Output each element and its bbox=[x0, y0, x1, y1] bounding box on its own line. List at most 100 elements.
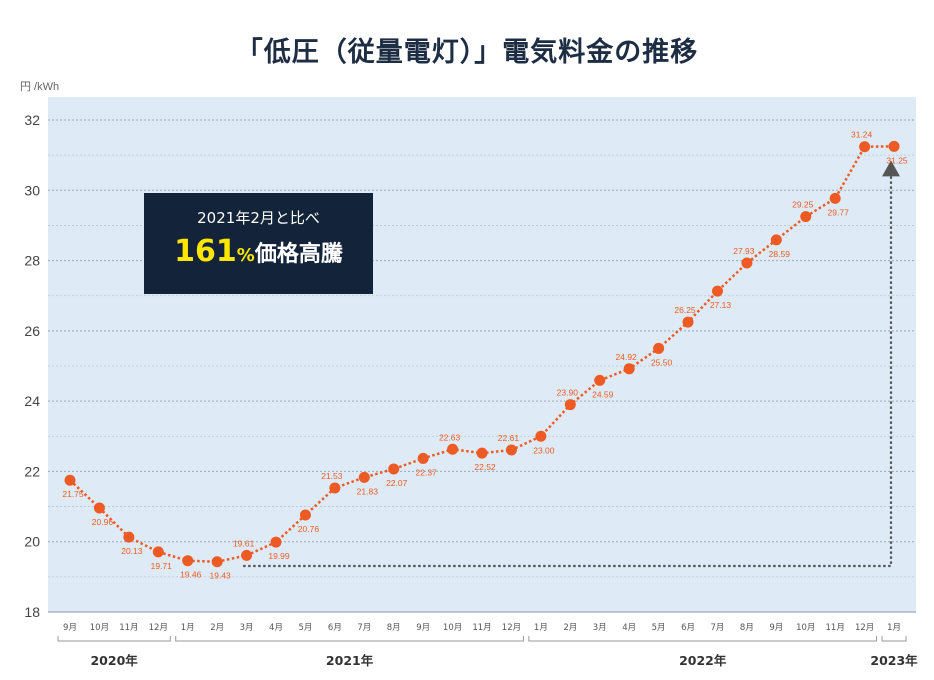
data-label: 22.07 bbox=[386, 478, 408, 488]
data-point bbox=[329, 482, 341, 494]
x-tick-label: 6月 bbox=[681, 623, 695, 633]
data-point bbox=[770, 234, 782, 246]
data-point bbox=[152, 546, 164, 558]
y-tick-label: 18 bbox=[24, 604, 40, 620]
year-label: 2022年 bbox=[679, 653, 727, 668]
x-tick-label: 2月 bbox=[563, 623, 577, 633]
year-bracket bbox=[57, 636, 171, 642]
data-point bbox=[564, 399, 576, 411]
data-label: 29.77 bbox=[828, 207, 850, 217]
data-label: 22.52 bbox=[474, 462, 496, 472]
callout-line1: 2021年2月と比べ bbox=[197, 209, 320, 227]
data-label: 19.46 bbox=[180, 570, 202, 580]
data-label: 27.13 bbox=[710, 300, 732, 310]
x-tick-label: 11月 bbox=[826, 623, 845, 633]
data-point bbox=[505, 444, 517, 456]
year-bracket bbox=[528, 636, 878, 642]
data-label: 28.59 bbox=[769, 249, 791, 259]
data-label: 21.53 bbox=[321, 471, 343, 481]
y-axis-unit: 円 /kWh bbox=[20, 81, 60, 93]
data-label: 20.96 bbox=[92, 517, 114, 527]
y-tick-label: 26 bbox=[24, 323, 40, 339]
data-label: 24.92 bbox=[616, 352, 638, 362]
data-label: 20.76 bbox=[298, 524, 320, 534]
data-point bbox=[829, 192, 841, 204]
callout-line2: 161%価格高騰 bbox=[144, 234, 373, 269]
data-point bbox=[241, 549, 253, 561]
y-tick-label: 30 bbox=[24, 182, 40, 198]
x-tick-label: 9月 bbox=[63, 623, 77, 633]
increase-arrow-head bbox=[882, 160, 900, 177]
data-label: 20.13 bbox=[121, 546, 143, 556]
x-tick-label: 5月 bbox=[652, 623, 666, 633]
data-label: 29.25 bbox=[792, 200, 814, 210]
data-label: 24.59 bbox=[592, 389, 614, 399]
data-point bbox=[653, 342, 665, 354]
data-label: 21.75 bbox=[62, 489, 84, 499]
data-point bbox=[93, 502, 105, 514]
data-point bbox=[888, 140, 900, 152]
data-point bbox=[741, 257, 753, 269]
x-tick-label: 1月 bbox=[181, 623, 195, 633]
x-tick-label: 1月 bbox=[534, 623, 548, 633]
data-point bbox=[447, 443, 459, 455]
data-label: 31.24 bbox=[851, 130, 873, 140]
data-label: 25.50 bbox=[651, 357, 673, 367]
data-point bbox=[711, 285, 723, 297]
x-tick-label: 8月 bbox=[387, 623, 401, 633]
data-point bbox=[800, 211, 812, 223]
data-point bbox=[535, 430, 547, 442]
x-tick-label: 9月 bbox=[416, 623, 430, 633]
chart-title: 「低圧（従量電灯）」電気料金の推移 bbox=[235, 37, 699, 68]
plot-background bbox=[48, 97, 916, 612]
year-bracket bbox=[175, 636, 524, 642]
data-label: 26.25 bbox=[674, 305, 696, 315]
x-tick-label: 3月 bbox=[593, 623, 607, 633]
data-point bbox=[299, 509, 311, 521]
data-point bbox=[682, 316, 694, 328]
x-tick-label: 7月 bbox=[710, 623, 724, 633]
price-increase-callout: 2021年2月と比べ 161%価格高騰 bbox=[144, 193, 373, 294]
year-label: 2020年 bbox=[90, 653, 138, 668]
x-tick-label: 11月 bbox=[472, 623, 491, 633]
data-label: 22.63 bbox=[439, 432, 461, 442]
data-point bbox=[64, 474, 76, 486]
data-point bbox=[211, 556, 223, 568]
year-label: 2021年 bbox=[326, 653, 374, 668]
x-tick-label: 1月 bbox=[887, 623, 901, 633]
data-point bbox=[123, 531, 135, 543]
data-point bbox=[594, 374, 606, 386]
data-label: 23.00 bbox=[533, 445, 555, 455]
callout-percent-value: 161 bbox=[174, 234, 237, 269]
x-tick-label: 12月 bbox=[149, 623, 168, 633]
y-tick-label: 22 bbox=[24, 463, 40, 479]
data-label: 19.99 bbox=[268, 551, 290, 561]
data-point bbox=[859, 141, 871, 153]
x-tick-label: 8月 bbox=[740, 623, 754, 633]
increase-arrow-line bbox=[243, 176, 893, 568]
x-tick-label: 10月 bbox=[443, 623, 462, 633]
x-tick-label: 12月 bbox=[502, 623, 521, 633]
x-tick-label: 9月 bbox=[769, 623, 783, 633]
data-point bbox=[476, 447, 488, 459]
data-label: 21.83 bbox=[357, 486, 379, 496]
y-tick-label: 20 bbox=[24, 534, 40, 550]
x-tick-label: 12月 bbox=[855, 623, 874, 633]
x-tick-label: 3月 bbox=[240, 623, 254, 633]
data-point bbox=[182, 555, 194, 567]
data-label: 22.37 bbox=[416, 467, 438, 477]
x-tick-label: 5月 bbox=[298, 623, 312, 633]
y-tick-label: 28 bbox=[24, 253, 40, 269]
x-tick-label: 4月 bbox=[622, 623, 636, 633]
x-tick-label: 11月 bbox=[119, 623, 138, 633]
data-label: 31.25 bbox=[886, 155, 908, 165]
data-point bbox=[623, 363, 635, 375]
y-tick-label: 32 bbox=[24, 112, 40, 128]
data-label: 23.90 bbox=[557, 388, 579, 398]
data-label: 19.71 bbox=[151, 561, 173, 571]
data-point bbox=[388, 463, 400, 475]
x-tick-label: 4月 bbox=[269, 623, 283, 633]
x-tick-label: 6月 bbox=[328, 623, 342, 633]
x-tick-label: 10月 bbox=[90, 623, 109, 633]
